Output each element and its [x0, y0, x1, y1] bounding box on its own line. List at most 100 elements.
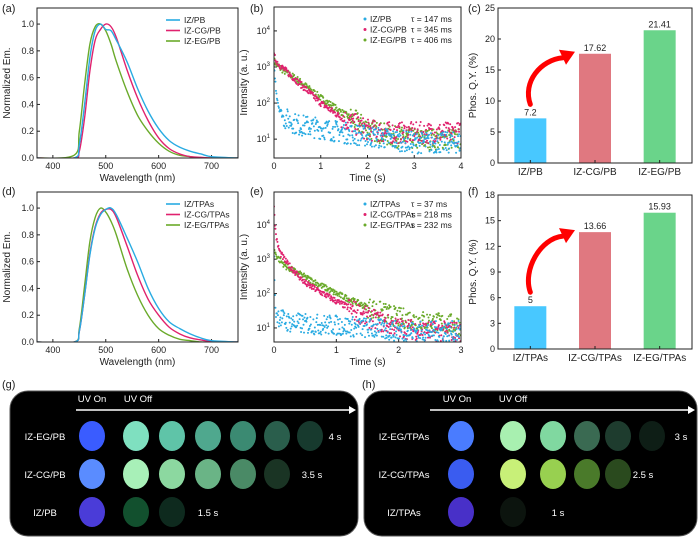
- data-point: [384, 303, 387, 306]
- data-point: [452, 129, 455, 132]
- data-point: [285, 268, 288, 271]
- data-point: [342, 135, 345, 138]
- data-point: [363, 324, 366, 327]
- data-point: [453, 136, 456, 139]
- data-point: [293, 320, 296, 323]
- data-point: [359, 117, 362, 120]
- sample-label: IZ-EG/PB: [25, 432, 66, 443]
- panel-label: (c): [468, 3, 481, 15]
- data-point: [386, 306, 389, 309]
- panel-label: (g): [2, 379, 15, 391]
- data-point: [301, 278, 304, 281]
- data-point: [409, 139, 412, 142]
- data-point: [325, 296, 328, 299]
- data-point: [348, 301, 351, 304]
- data-point: [343, 328, 346, 331]
- data-point: [428, 133, 431, 136]
- data-point: [415, 315, 418, 318]
- data-point: [341, 300, 344, 303]
- series-line: [37, 23, 238, 158]
- x-category-label: IZ-EG/PB: [638, 167, 681, 178]
- data-point: [287, 117, 290, 120]
- data-point: [355, 132, 358, 135]
- data-point: [396, 309, 399, 312]
- data-point: [357, 118, 360, 121]
- data-point: [380, 145, 383, 148]
- data-point: [374, 128, 377, 131]
- sample-afterglow: [500, 421, 526, 451]
- data-point: [293, 73, 296, 76]
- data-point: [310, 119, 313, 122]
- data-point: [424, 336, 427, 339]
- data-point: [310, 88, 313, 91]
- series-line: [37, 23, 238, 158]
- data-point: [304, 116, 307, 119]
- data-point: [455, 130, 458, 133]
- data-point: [411, 126, 414, 129]
- data-point: [287, 75, 290, 78]
- data-point: [277, 63, 280, 66]
- data-point: [403, 127, 406, 130]
- data-point: [358, 125, 361, 128]
- data-point: [418, 142, 421, 145]
- y-tick-exponent: 2: [267, 98, 271, 104]
- data-point: [437, 148, 440, 151]
- data-point: [374, 327, 377, 330]
- y-axis-label: Intensity (a. u.): [239, 49, 250, 115]
- data-point: [370, 139, 373, 142]
- data-point: [348, 310, 351, 313]
- data-point: [274, 253, 277, 256]
- data-point: [414, 323, 417, 326]
- data-point: [410, 121, 413, 124]
- data-point: [353, 125, 356, 128]
- data-point: [369, 127, 372, 130]
- data-point: [315, 317, 318, 320]
- data-point: [367, 137, 370, 140]
- data-point: [372, 323, 375, 326]
- data-point: [453, 321, 456, 324]
- data-point: [389, 305, 392, 308]
- sample-label: IZ-EG/TPAs: [379, 432, 430, 443]
- data-point: [430, 136, 433, 139]
- data-point: [436, 137, 439, 140]
- data-point: [375, 135, 378, 138]
- data-point: [312, 118, 315, 121]
- data-point: [298, 276, 301, 279]
- data-point: [367, 121, 370, 124]
- data-point: [320, 333, 323, 336]
- data-point: [444, 333, 447, 336]
- data-point: [286, 110, 289, 113]
- data-point: [338, 318, 341, 321]
- data-point: [316, 121, 319, 124]
- data-point: [362, 131, 365, 134]
- data-point: [416, 136, 419, 139]
- data-point: [349, 121, 352, 124]
- data-point: [452, 131, 455, 134]
- data-point: [394, 139, 397, 142]
- data-point: [430, 133, 433, 136]
- data-point: [454, 126, 457, 129]
- data-point: [405, 130, 408, 133]
- x-tick-label: 2: [396, 345, 401, 355]
- data-point: [361, 134, 364, 137]
- data-point: [316, 99, 319, 102]
- x-tick-label: 1: [334, 345, 339, 355]
- data-point: [335, 315, 338, 318]
- data-point: [426, 139, 429, 142]
- data-point: [426, 329, 429, 332]
- data-point: [412, 322, 415, 325]
- data-point: [386, 130, 389, 133]
- data-point: [437, 325, 440, 328]
- data-point: [297, 122, 300, 125]
- y-tick-label: 0: [490, 344, 495, 354]
- data-point: [401, 136, 404, 139]
- data-point: [361, 334, 364, 337]
- data-point: [423, 136, 426, 139]
- data-point: [402, 307, 405, 310]
- data-point: [448, 322, 451, 325]
- data-point: [329, 297, 332, 300]
- data-point: [284, 127, 287, 130]
- data-point: [332, 136, 335, 139]
- data-point: [351, 302, 354, 305]
- data-point: [439, 339, 442, 342]
